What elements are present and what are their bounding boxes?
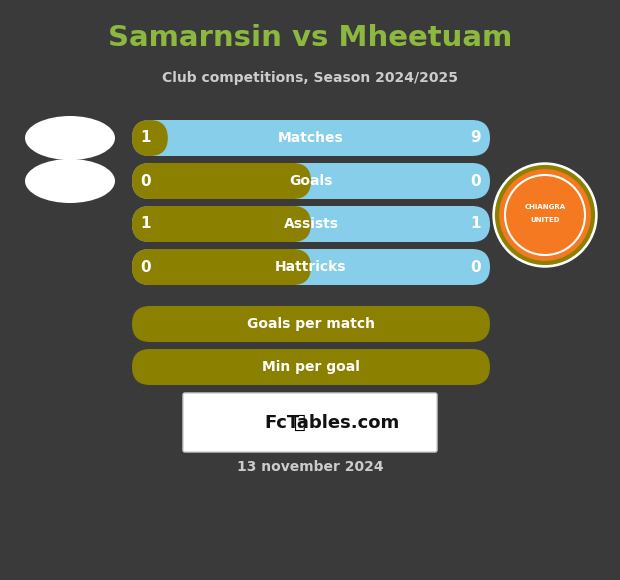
FancyBboxPatch shape bbox=[183, 393, 437, 452]
Text: UNITED: UNITED bbox=[530, 217, 560, 223]
Circle shape bbox=[493, 163, 597, 267]
FancyBboxPatch shape bbox=[132, 349, 490, 385]
Text: Matches: Matches bbox=[278, 131, 344, 145]
Text: Assists: Assists bbox=[283, 217, 339, 231]
Text: 0: 0 bbox=[141, 173, 151, 188]
Text: 1: 1 bbox=[141, 216, 151, 231]
Circle shape bbox=[497, 167, 593, 263]
Ellipse shape bbox=[25, 116, 115, 160]
Text: FcTables.com: FcTables.com bbox=[264, 414, 400, 432]
Text: Min per goal: Min per goal bbox=[262, 360, 360, 374]
Text: 📊: 📊 bbox=[294, 413, 306, 432]
Text: CHIANGRA: CHIANGRA bbox=[525, 204, 565, 210]
Ellipse shape bbox=[25, 159, 115, 203]
Text: Hattricks: Hattricks bbox=[275, 260, 347, 274]
Text: Club competitions, Season 2024/2025: Club competitions, Season 2024/2025 bbox=[162, 71, 458, 85]
Text: 0: 0 bbox=[471, 259, 481, 274]
FancyBboxPatch shape bbox=[132, 249, 490, 285]
Text: 0: 0 bbox=[141, 259, 151, 274]
Text: Samarnsin vs Mheetuam: Samarnsin vs Mheetuam bbox=[108, 24, 512, 52]
FancyBboxPatch shape bbox=[132, 120, 168, 156]
FancyBboxPatch shape bbox=[132, 163, 490, 199]
Text: 0: 0 bbox=[471, 173, 481, 188]
Text: 1: 1 bbox=[141, 130, 151, 146]
Text: 1: 1 bbox=[471, 216, 481, 231]
FancyBboxPatch shape bbox=[132, 249, 311, 285]
FancyBboxPatch shape bbox=[132, 306, 490, 342]
Text: Goals per match: Goals per match bbox=[247, 317, 375, 331]
FancyBboxPatch shape bbox=[132, 206, 490, 242]
FancyBboxPatch shape bbox=[132, 120, 490, 156]
Text: 13 november 2024: 13 november 2024 bbox=[237, 460, 383, 474]
FancyBboxPatch shape bbox=[132, 206, 311, 242]
Text: 9: 9 bbox=[471, 130, 481, 146]
FancyBboxPatch shape bbox=[132, 163, 311, 199]
Text: Goals: Goals bbox=[290, 174, 333, 188]
